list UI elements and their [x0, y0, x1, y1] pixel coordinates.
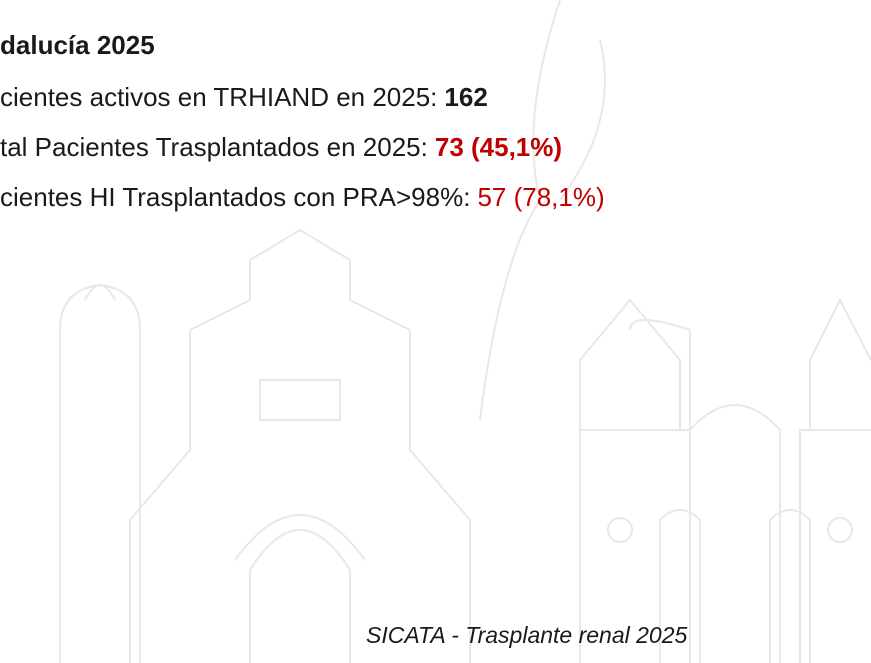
- statue-outline: [60, 285, 140, 663]
- heading: dalucía 2025: [0, 32, 155, 58]
- stat-line: tal Pacientes Trasplantados en 2025:73 (…: [0, 134, 562, 160]
- church-facade: [130, 230, 470, 663]
- stat-label: cientes HI Trasplantados con PRA>98%:: [0, 182, 470, 212]
- stat-value: 57 (78,1%): [477, 182, 604, 212]
- church-door: [250, 530, 350, 663]
- church-window: [260, 380, 340, 420]
- church-shell: [235, 515, 365, 560]
- tower-left: [580, 300, 690, 663]
- stat-label: tal Pacientes Trasplantados en 2025:: [0, 132, 428, 162]
- slide: {"slide": { "heading": "dalucía 2025", "…: [0, 0, 871, 663]
- stat-label: cientes activos en TRHIAND en 2025:: [0, 82, 437, 112]
- stat-line: cientes HI Trasplantados con PRA>98%:57 …: [0, 184, 605, 210]
- ornament: [828, 518, 852, 542]
- cathedral-center: [690, 405, 780, 663]
- footer: SICATA - Trasplante renal 2025: [366, 622, 687, 649]
- ornament: [608, 518, 632, 542]
- stat-line: cientes activos en TRHIAND en 2025:162: [0, 84, 488, 110]
- stat-value: 73 (45,1%): [435, 132, 562, 162]
- stat-value: 162: [444, 82, 487, 112]
